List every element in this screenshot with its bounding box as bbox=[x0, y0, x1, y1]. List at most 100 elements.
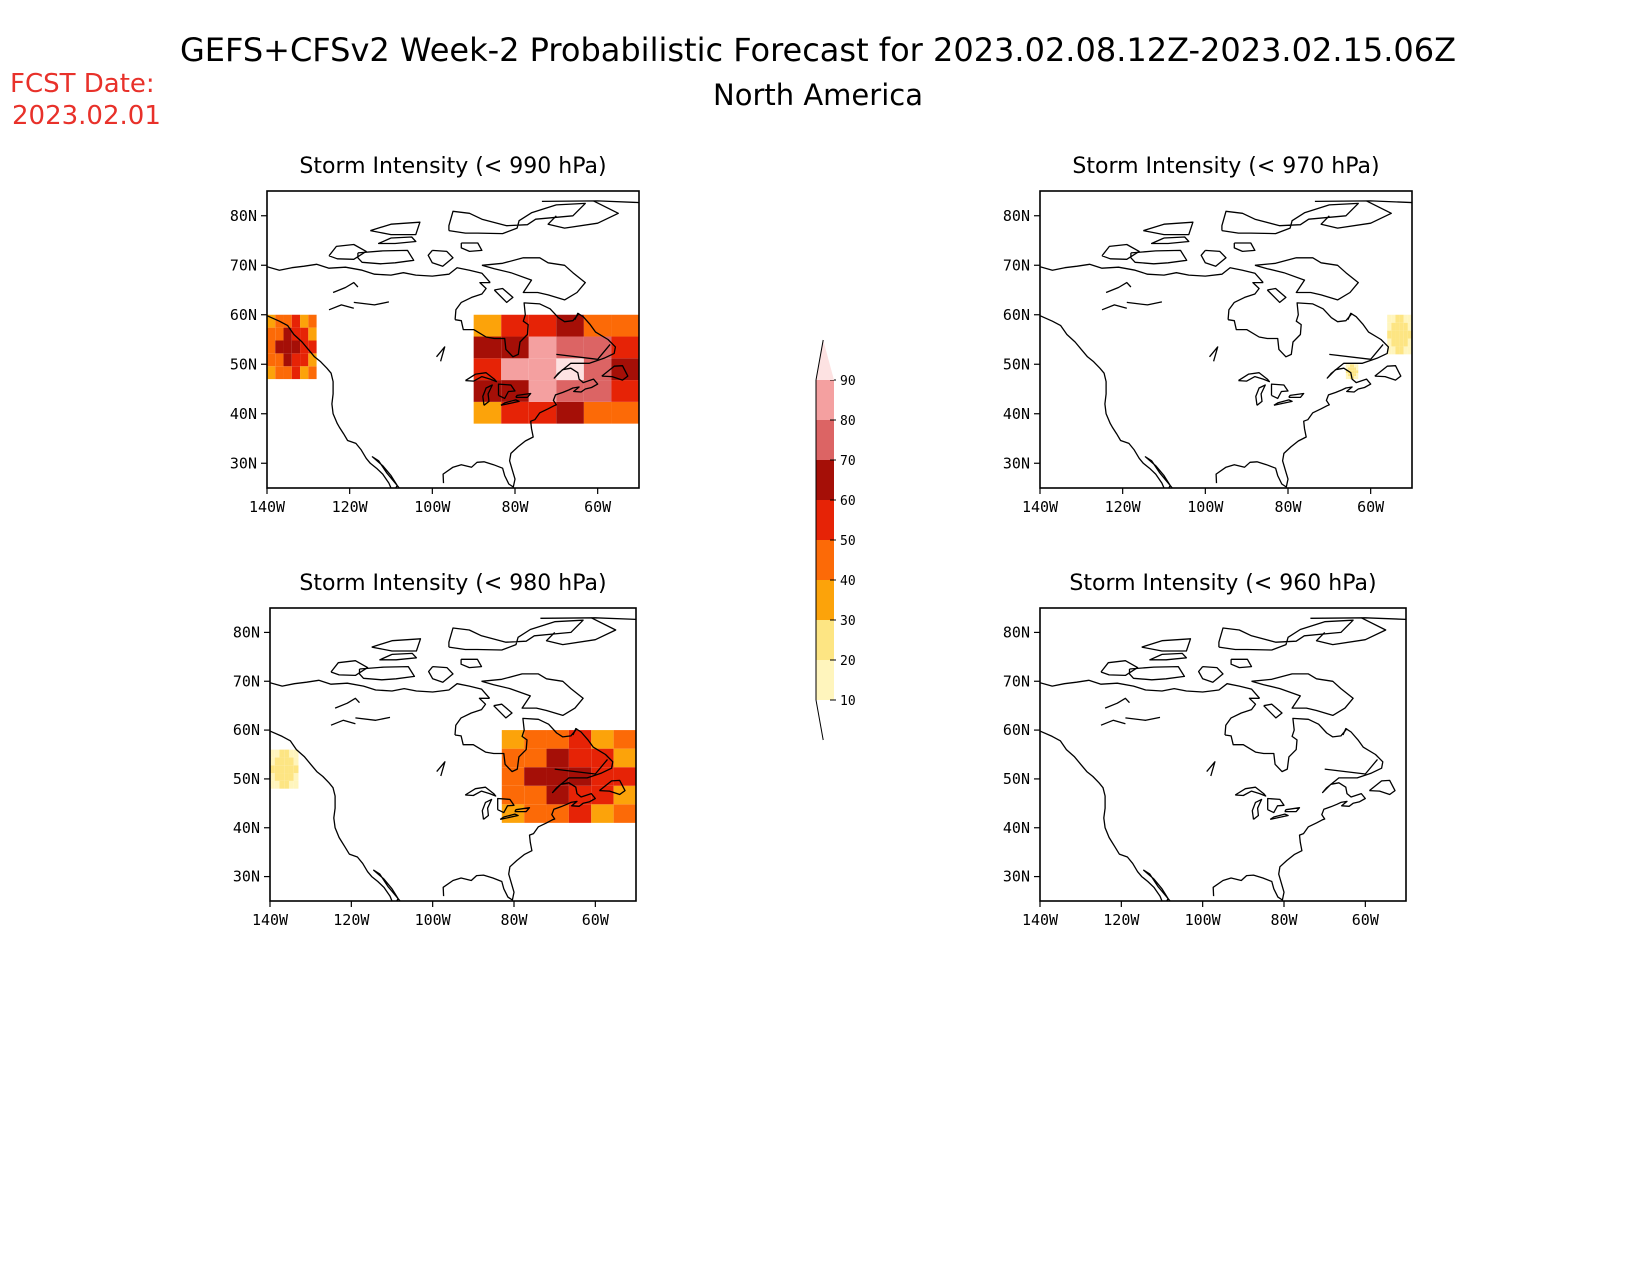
prob-cell bbox=[279, 773, 285, 781]
lon-tick-label: 100W bbox=[415, 911, 452, 929]
lat-tick-label: 40N bbox=[1003, 405, 1030, 423]
prob-cell bbox=[501, 358, 529, 381]
prob-cell bbox=[591, 730, 614, 749]
prob-cell bbox=[1403, 330, 1408, 339]
prob-cell bbox=[1350, 364, 1353, 368]
prob-cell bbox=[275, 366, 284, 380]
lon-tick-label: 100W bbox=[414, 498, 451, 516]
prob-cell bbox=[267, 340, 276, 354]
prob-cell bbox=[501, 314, 529, 337]
map-panel-2: Storm Intensity (< 970 hPa) 80N 70N 60N 50N 4… bbox=[1003, 154, 1413, 516]
prob-cell bbox=[284, 765, 289, 774]
prob-cell bbox=[1407, 314, 1412, 323]
prob-cell bbox=[1347, 364, 1350, 368]
lat-tick-label: 70N bbox=[230, 256, 257, 274]
prob-cell bbox=[613, 767, 636, 786]
lat-tick-label: 30N bbox=[233, 868, 260, 886]
prob-cell bbox=[291, 366, 301, 380]
lon-tick-label: 80W bbox=[500, 911, 528, 929]
prob-cell bbox=[1403, 314, 1408, 323]
prob-cell bbox=[583, 314, 612, 337]
panel-title: Storm Intensity (< 970 hPa) bbox=[1072, 154, 1379, 179]
prob-cell bbox=[591, 767, 614, 786]
prob-cell bbox=[270, 757, 275, 766]
prob-cell bbox=[283, 353, 292, 367]
lat-tick-label: 30N bbox=[1003, 868, 1030, 886]
map-frame bbox=[266, 190, 640, 489]
prob-cell bbox=[1356, 364, 1359, 368]
colorbar-swatch bbox=[816, 460, 834, 500]
prob-cell bbox=[1387, 322, 1392, 331]
main-subtitle: North America bbox=[713, 78, 923, 112]
prob-cell bbox=[611, 380, 639, 402]
colorbar-swatch bbox=[816, 500, 834, 540]
prob-cell bbox=[1345, 373, 1348, 377]
prob-cell bbox=[501, 804, 525, 823]
prob-cell bbox=[1391, 338, 1396, 347]
prob-cell bbox=[568, 804, 592, 823]
prob-cell bbox=[279, 765, 285, 774]
map-panel-3: Storm Intensity (< 980 hPa) 80N 70N 60N 50N 4… bbox=[233, 571, 637, 929]
prob-cell bbox=[1391, 330, 1396, 339]
prob-cell bbox=[300, 353, 309, 367]
colorbar-swatch bbox=[816, 420, 834, 460]
prob-cell bbox=[556, 358, 584, 381]
colorbar-label: 60 bbox=[840, 494, 856, 509]
lon-tick-label: 60W bbox=[1352, 911, 1380, 929]
prob-cell bbox=[1356, 370, 1359, 374]
prob-cell bbox=[1395, 330, 1400, 339]
prob-cell bbox=[291, 314, 301, 328]
prob-cell bbox=[308, 366, 317, 380]
prob-cell bbox=[501, 785, 525, 805]
map-frame bbox=[269, 607, 637, 902]
map-frame bbox=[1039, 607, 1407, 902]
prob-cell bbox=[279, 749, 285, 758]
prob-cell bbox=[270, 780, 275, 789]
colorbar-top-triangle bbox=[816, 340, 834, 380]
prob-cell bbox=[284, 757, 289, 766]
prob-cell bbox=[283, 327, 292, 341]
lon-tick-label: 140W bbox=[249, 498, 286, 516]
prob-cell bbox=[1391, 314, 1396, 323]
prob-cell bbox=[1356, 376, 1359, 380]
prob-cell bbox=[1387, 314, 1392, 323]
prob-cell bbox=[1399, 322, 1404, 331]
lat-tick-label: 80N bbox=[230, 207, 257, 225]
prob-cell bbox=[1399, 314, 1404, 323]
lat-tick-label: 80N bbox=[233, 623, 260, 641]
colorbar-outline bbox=[815, 339, 824, 741]
lat-tick-label: 60N bbox=[230, 306, 257, 324]
colorbar-swatch bbox=[816, 660, 834, 700]
prob-cell bbox=[1354, 373, 1357, 377]
prob-cell bbox=[1352, 373, 1355, 377]
prob-cell bbox=[1354, 370, 1357, 374]
lat-tick-label: 60N bbox=[1003, 721, 1030, 739]
prob-cell bbox=[1407, 346, 1412, 355]
panel-title: Storm Intensity (< 990 hPa) bbox=[299, 154, 606, 179]
lat-tick-label: 30N bbox=[230, 454, 257, 472]
prob-cell bbox=[308, 327, 317, 341]
lat-tick-label: 50N bbox=[1003, 355, 1030, 373]
colorbar-label: 50 bbox=[840, 534, 856, 549]
prob-cell bbox=[1345, 370, 1348, 374]
prob-cell bbox=[1387, 330, 1392, 339]
prob-cell bbox=[501, 730, 525, 749]
prob-cell bbox=[270, 773, 275, 781]
prob-cell bbox=[528, 358, 557, 381]
prob-cell bbox=[556, 380, 584, 402]
prob-cell bbox=[546, 767, 569, 786]
prob-cell bbox=[1350, 376, 1353, 380]
prob-cell bbox=[1395, 322, 1400, 331]
prob-cell bbox=[556, 401, 584, 424]
panel-title: Storm Intensity (< 960 hPa) bbox=[1069, 571, 1376, 596]
prob-cell bbox=[288, 757, 294, 766]
colorbar-swatch bbox=[816, 620, 834, 660]
prob-cell bbox=[1345, 376, 1348, 380]
lon-tick-label: 60W bbox=[584, 498, 612, 516]
coastlines bbox=[267, 200, 639, 488]
prob-cell bbox=[1407, 338, 1412, 347]
prob-cell bbox=[291, 353, 301, 367]
prob-cell bbox=[613, 804, 636, 823]
lat-tick-label: 30N bbox=[1003, 454, 1030, 472]
map-panel-4: Storm Intensity (< 960 hPa) 80N 70N 60N 50N 4… bbox=[1003, 571, 1407, 929]
